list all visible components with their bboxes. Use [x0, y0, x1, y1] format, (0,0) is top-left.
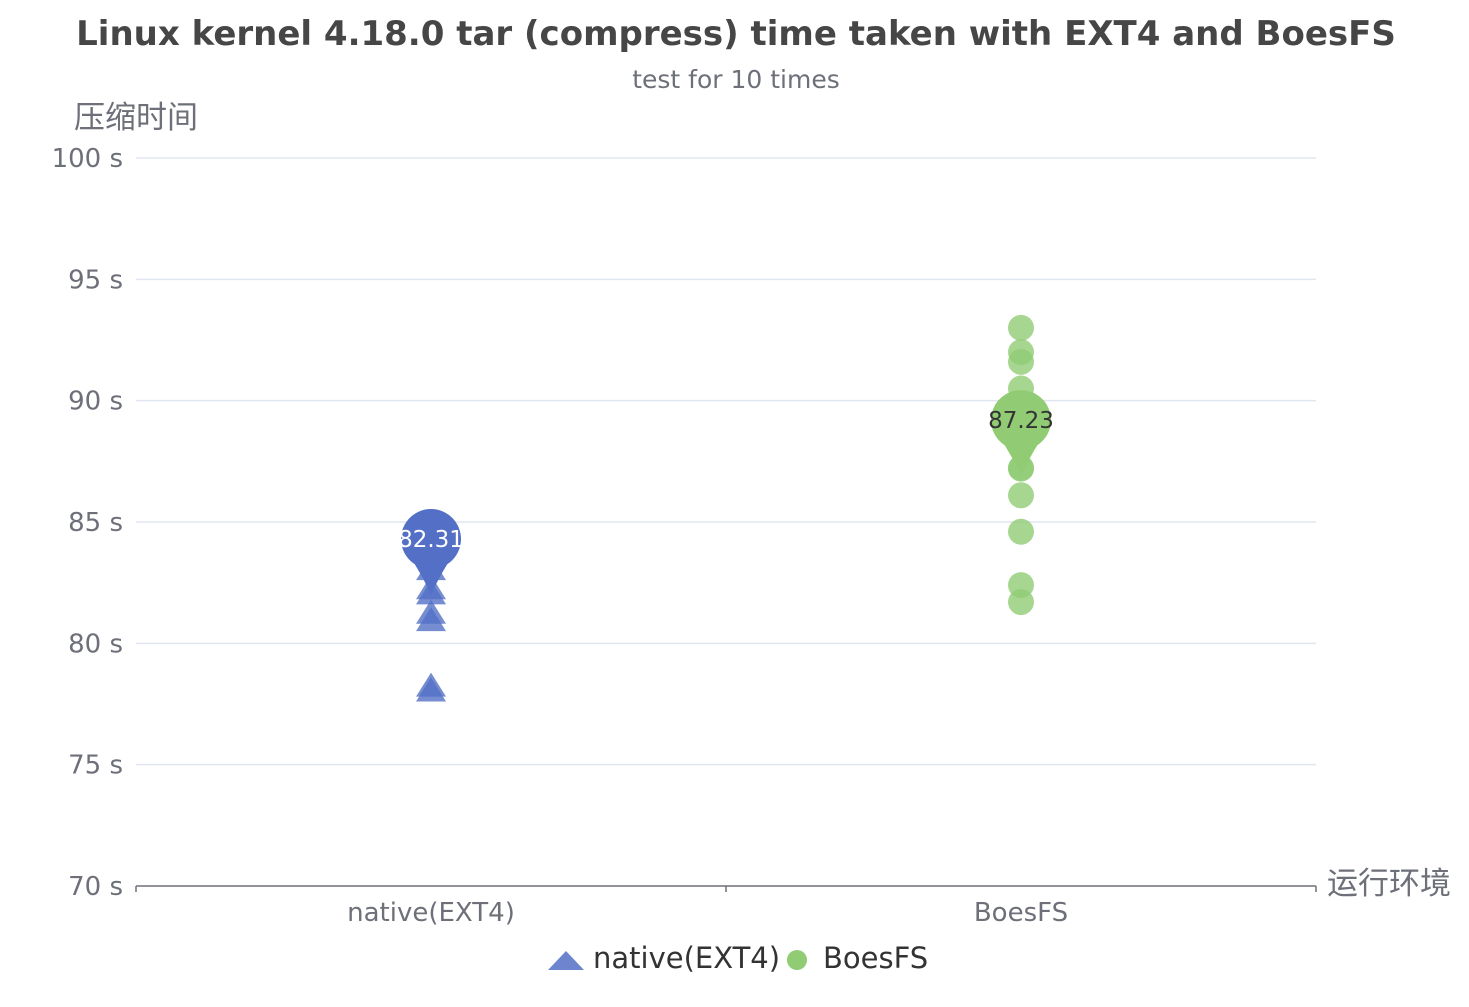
legend-circle-icon: [787, 950, 807, 970]
grid-lines: [136, 157, 1316, 766]
average-pins: 82.31 87.23: [398, 390, 1054, 595]
data-point[interactable]: [416, 677, 446, 702]
data-point[interactable]: [1008, 518, 1034, 545]
y-tick-label: 70 s: [68, 872, 123, 902]
legend-label-native: native(EXT4): [593, 941, 780, 975]
x-axis: [135, 885, 1317, 892]
data-point[interactable]: [1008, 589, 1034, 616]
y-tick-label: 95 s: [68, 265, 123, 295]
y-tick-label: 80 s: [68, 629, 123, 659]
y-axis-label: 压缩时间: [74, 100, 198, 136]
x-axis-label: 运行环境: [1327, 866, 1451, 902]
data-point[interactable]: [416, 607, 446, 632]
data-point[interactable]: [1008, 482, 1034, 509]
legend-item-native[interactable]: native(EXT4): [548, 941, 780, 975]
y-tick-label: 90 s: [68, 387, 123, 417]
data-point[interactable]: [1008, 314, 1034, 341]
x-tick-label: BoesFS: [974, 898, 1068, 928]
average-pin-label: 87.23: [988, 408, 1054, 434]
average-pin[interactable]: [991, 390, 1051, 477]
y-tick-labels: 70 s 75 s 80 s 85 s 90 s 95 s 100 s: [52, 144, 123, 902]
legend-label-boesfs: BoesFS: [823, 941, 928, 975]
average-pin[interactable]: [400, 508, 461, 595]
average-pin-label: 82.31: [398, 527, 464, 553]
legend-triangle-icon: [548, 951, 584, 970]
data-point[interactable]: [1008, 348, 1034, 375]
x-tick-labels: native(EXT4) BoesFS: [347, 898, 1068, 928]
legend-item-boesfs[interactable]: BoesFS: [787, 941, 928, 975]
y-tick-label: 75 s: [68, 751, 123, 781]
chart-title: Linux kernel 4.18.0 tar (compress) time …: [76, 14, 1396, 54]
x-tick-label: native(EXT4): [347, 898, 515, 928]
chart-subtitle: test for 10 times: [632, 65, 840, 94]
legend: native(EXT4) BoesFS: [548, 941, 928, 975]
y-tick-label: 85 s: [68, 508, 123, 538]
y-tick-label: 100 s: [52, 144, 123, 174]
